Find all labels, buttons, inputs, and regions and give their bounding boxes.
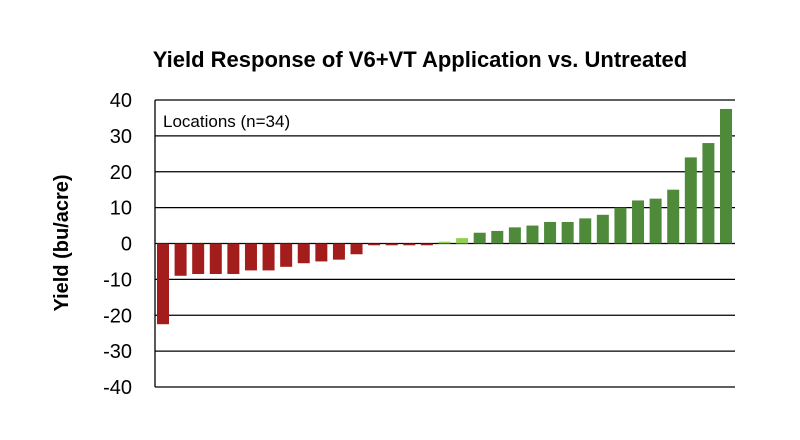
bar [385,243,398,246]
y-tick-label: 30 [110,126,132,148]
bar [667,189,680,244]
bar [350,243,363,255]
bar [491,230,504,244]
bar [526,225,539,244]
y-tick-label: -40 [103,377,132,399]
bar [315,243,328,262]
bar [508,227,521,244]
bar [632,200,645,244]
bar [614,207,627,244]
bar [227,243,240,274]
y-tick-label: -20 [103,305,132,327]
bar [280,243,293,267]
bar [720,108,732,244]
y-tick-label: 40 [110,90,132,112]
bar [684,157,697,244]
y-tick-label: 20 [110,162,132,184]
y-tick-label: -30 [103,341,132,363]
locations-annotation: Locations (n=34) [163,112,290,131]
bar [332,243,345,260]
bar [403,243,416,246]
y-axis-label: Yield (bu/acre) [51,174,73,311]
bar [438,241,451,244]
y-tick-label: -10 [103,269,132,291]
bars [157,108,732,325]
bar [702,143,715,244]
bar [368,243,381,246]
chart-title: Yield Response of V6+VT Application vs. … [153,47,687,72]
bar [174,243,187,276]
bar [244,243,257,271]
bar [596,214,609,244]
bar [157,243,169,325]
y-tick-labels: 40 30 20 10 0 -10 -20 -30 -40 [103,90,132,399]
bar [262,243,275,271]
bar [544,221,557,244]
bar [420,243,433,246]
bar [192,243,205,274]
bar [456,238,469,244]
y-tick-label: 10 [110,198,132,220]
bar [579,218,592,244]
bar [649,198,662,244]
bar [473,232,486,244]
bar [297,243,310,264]
bar [561,221,574,244]
bar [209,243,222,274]
y-tick-label: 0 [121,234,132,256]
